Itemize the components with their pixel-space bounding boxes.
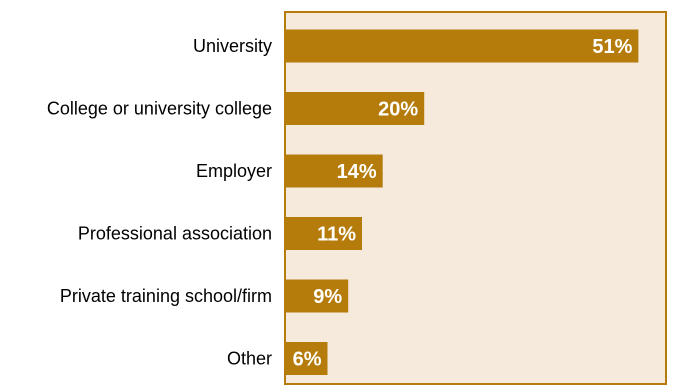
category-label-1: College or university college [47, 99, 272, 119]
bar-value-label-5: 6% [293, 349, 322, 371]
category-label-5: Other [227, 349, 272, 369]
category-label-0: University [193, 36, 272, 56]
bars-layer: 51% 20% 14% 11% 9% 6% [286, 29, 639, 375]
category-label-4: Private training school/firm [60, 286, 272, 306]
category-label-3: Professional association [78, 224, 272, 244]
plot-area [284, 11, 667, 385]
bar-value-label-1: 20% [378, 99, 418, 121]
bar-value-label-0: 51% [592, 36, 632, 58]
bar-0 [286, 29, 639, 63]
bar-3 [286, 217, 362, 250]
bar-value-label-2: 14% [337, 161, 377, 183]
category-labels: University College or university college E… [47, 36, 272, 369]
bar-value-label-4: 9% [313, 286, 342, 308]
bar-1 [286, 92, 425, 125]
bar-2 [286, 154, 383, 188]
bar-4 [286, 279, 349, 313]
bar-value-label-3: 11% [317, 224, 356, 246]
bar-5 [286, 342, 328, 375]
category-label-2: Employer [196, 161, 272, 181]
